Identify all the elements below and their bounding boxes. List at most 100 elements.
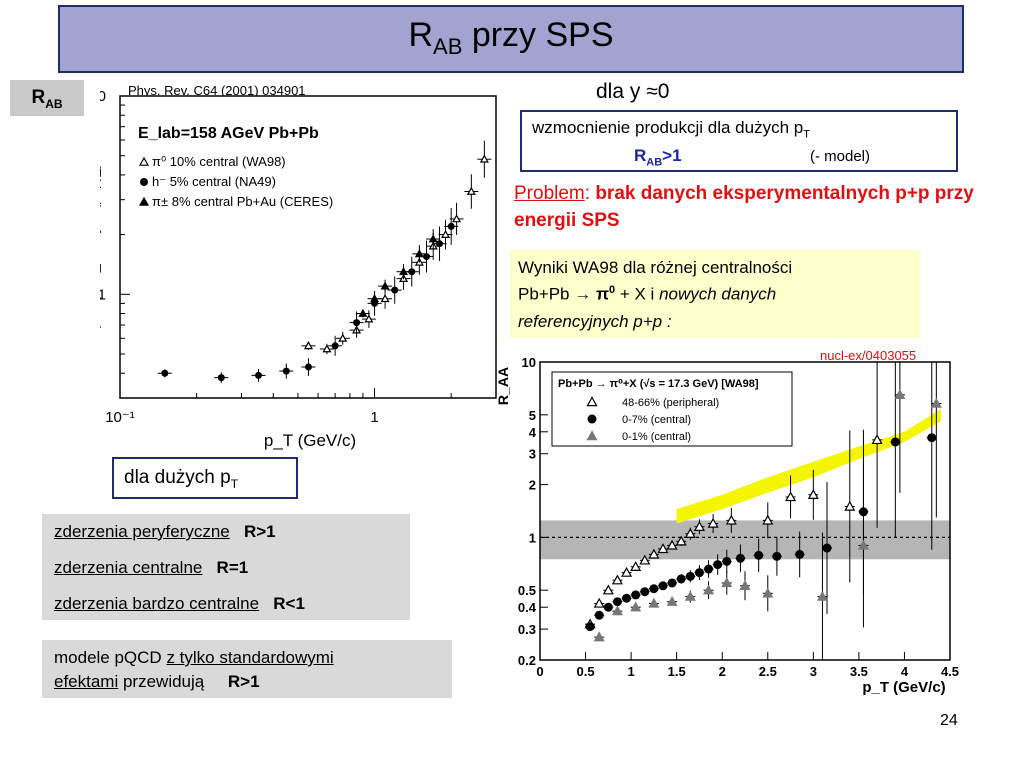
right-data-point xyxy=(593,597,605,608)
right-ytick-label: 10 xyxy=(522,356,536,370)
right-data-point xyxy=(857,539,869,550)
right-plot-frame xyxy=(539,361,951,661)
right-data-point xyxy=(725,514,737,525)
pqcd-text-continued: efektami przewidują R>1 xyxy=(54,672,260,691)
right-xtick-label: 0.5 xyxy=(577,664,595,679)
enhancement-rab: RAB>1 xyxy=(634,146,682,169)
right-ytick-label: 0.2 xyxy=(518,653,536,668)
y-condition: dla y ≈0 xyxy=(596,80,670,103)
right-data-point xyxy=(739,580,751,590)
left-data-point xyxy=(447,222,455,230)
left-xtick-label: 1 xyxy=(370,409,378,426)
right-legend-entry: 48-66% (peripheral) xyxy=(622,397,719,409)
right-data-point xyxy=(785,491,797,502)
left-data-point xyxy=(282,367,290,375)
right-data-point xyxy=(722,556,732,566)
right-legend-entry: 0-1% (central) xyxy=(622,431,691,443)
collision-row-peripheral: zderzenia peryferyczne R>1 xyxy=(54,522,276,541)
right-data-point xyxy=(640,587,650,597)
left-ytick-label: 1 xyxy=(100,286,106,303)
right-data-point xyxy=(685,571,695,581)
left-legend-entry: π⁰ 10% central (WA98) xyxy=(152,154,286,169)
enhancement-note: (- model) xyxy=(810,148,871,165)
right-data-point xyxy=(631,590,641,600)
right-data-point xyxy=(713,560,723,570)
right-data-point xyxy=(639,554,651,565)
right-grey-band xyxy=(540,520,950,560)
left-data-point xyxy=(370,293,380,303)
left-data-point xyxy=(428,234,438,243)
right-ytick-label: 0.5 xyxy=(518,583,536,598)
right-data-point xyxy=(593,631,605,642)
right-legend-title: Pb+Pb → π⁰+X (√s = 17.3 GeV) [WA98] xyxy=(558,378,759,390)
right-data-point xyxy=(703,584,715,595)
right-data-point xyxy=(844,500,856,511)
right-data-point xyxy=(658,581,668,591)
left-legend-marker xyxy=(140,178,148,186)
right-xtick-label: 3 xyxy=(810,664,817,679)
left-legend-marker xyxy=(138,156,150,166)
right-data-point xyxy=(754,550,764,560)
pqcd-text: modele pQCD z tylko standardowymi xyxy=(54,648,334,667)
right-xtick-label: 4.5 xyxy=(941,664,959,679)
right-data-point xyxy=(735,553,745,563)
right-data-point xyxy=(666,539,678,550)
right-ytick-label: 2 xyxy=(529,478,536,493)
right-data-point xyxy=(684,527,696,538)
right-xtick-label: 2 xyxy=(719,664,726,679)
right-ytick-label: 3 xyxy=(529,447,536,462)
left-chart: 10⁻¹ 1 10 1 p_T (GeV/c) σ(A+B)/<N_binary… xyxy=(100,90,497,450)
right-ytick-label: 5 xyxy=(529,408,536,423)
left-data-point xyxy=(217,374,225,382)
right-data-point xyxy=(894,389,906,400)
left-data-point xyxy=(408,268,416,276)
right-data-point xyxy=(630,561,642,571)
left-data-point xyxy=(364,314,374,323)
enhancement-text: wzmocnienie produkcji dla dużych pT xyxy=(532,118,810,141)
left-annotation: E_lab=158 AGeV Pb+Pb xyxy=(138,125,319,142)
wa98-text: Wyniki WA98 dla różnej centralności xyxy=(518,258,793,277)
right-data-point xyxy=(795,549,805,559)
right-legend-marker xyxy=(586,430,598,441)
left-data-point xyxy=(479,154,489,163)
problem-statement: Problem: brak danych eksperymentalnych p… xyxy=(514,183,974,231)
left-xaxis-label: p_T (GeV/c) xyxy=(264,431,356,450)
right-data-point xyxy=(675,535,687,546)
reference-right: nucl-ex/0403055 xyxy=(820,348,917,363)
left-legend-marker xyxy=(138,196,150,206)
left-data-point xyxy=(466,186,476,195)
right-data-point xyxy=(621,566,633,577)
right-xaxis-label: p_T (GeV/c) xyxy=(862,679,945,696)
left-data-point xyxy=(440,229,451,239)
collision-row-very-central: zderzenia bardzo centralne R<1 xyxy=(54,594,305,613)
left-data-point xyxy=(331,342,339,350)
pqcd-box xyxy=(42,640,452,698)
right-data-point xyxy=(612,597,622,607)
right-data-point xyxy=(816,590,828,601)
left-yaxis-label: σ(A+B)/<N_binary>σ(p+p)_para xyxy=(100,140,101,339)
right-data-point xyxy=(762,514,774,525)
right-ytick-label: 0.3 xyxy=(518,622,536,637)
right-data-point xyxy=(602,584,614,595)
collision-row-central: zderzenia centralne R=1 xyxy=(54,558,249,577)
collisions-box xyxy=(42,514,410,620)
left-data-point xyxy=(436,240,444,248)
right-data-point xyxy=(871,434,883,445)
right-data-point xyxy=(657,543,669,554)
right-data-point xyxy=(762,587,774,598)
right-data-point xyxy=(707,517,719,528)
left-data-point xyxy=(399,266,409,276)
right-yaxis-label: R_AA xyxy=(495,367,511,405)
right-legend-marker xyxy=(586,396,598,407)
left-data-point xyxy=(322,344,332,353)
left-data-point xyxy=(423,253,431,261)
right-chart: 0 0.5 1 1.5 2 2.5 3 3.5 4 4.510543210.50.40.30.2 … xyxy=(495,356,959,696)
right-data-point xyxy=(890,437,900,447)
right-data-point xyxy=(630,601,642,612)
right-data-point xyxy=(721,577,733,588)
high-pt-box xyxy=(112,457,298,499)
enhancement-box xyxy=(520,110,958,172)
right-data-point xyxy=(684,590,696,601)
page-title: RAB przy SPS xyxy=(408,16,614,59)
right-data-point xyxy=(807,489,819,499)
